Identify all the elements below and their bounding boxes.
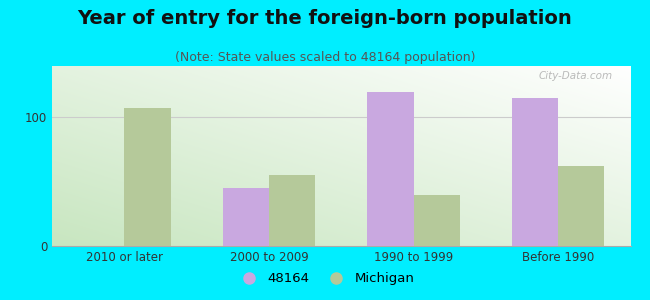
Bar bbox=[413, 195, 460, 246]
Bar bbox=[269, 175, 315, 246]
Bar bbox=[367, 92, 413, 246]
Bar bbox=[558, 166, 605, 246]
Text: City-Data.com: City-Data.com bbox=[539, 71, 613, 81]
Bar bbox=[223, 188, 269, 246]
Bar bbox=[124, 108, 170, 246]
Legend: 48164, Michigan: 48164, Michigan bbox=[231, 267, 419, 290]
Text: (Note: State values scaled to 48164 population): (Note: State values scaled to 48164 popu… bbox=[175, 51, 475, 64]
Bar bbox=[512, 98, 558, 246]
Text: Year of entry for the foreign-born population: Year of entry for the foreign-born popul… bbox=[77, 9, 573, 28]
